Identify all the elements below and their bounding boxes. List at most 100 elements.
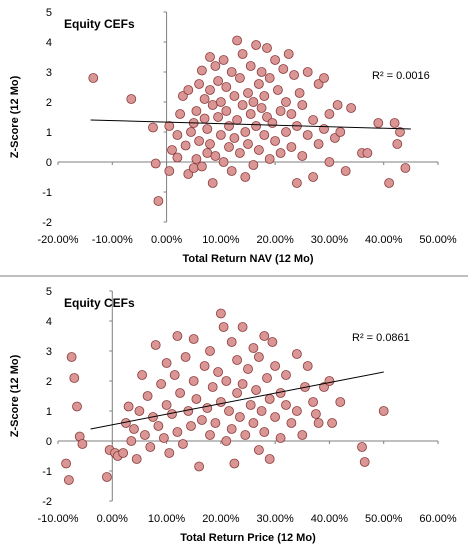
y-tick-label: 4 bbox=[46, 316, 52, 328]
data-point bbox=[359, 457, 370, 467]
data-point bbox=[64, 475, 74, 485]
data-point bbox=[210, 151, 221, 161]
data-point bbox=[253, 352, 264, 362]
y-tick-label: 1 bbox=[46, 406, 52, 418]
data-point bbox=[207, 100, 218, 110]
data-point bbox=[259, 331, 270, 341]
data-point bbox=[324, 376, 335, 386]
data-point bbox=[207, 382, 218, 392]
data-point bbox=[102, 472, 112, 482]
data-point bbox=[346, 103, 357, 113]
data-point bbox=[302, 67, 313, 77]
data-point bbox=[248, 418, 259, 428]
data-point bbox=[319, 124, 329, 134]
data-point bbox=[313, 418, 324, 428]
data-point bbox=[164, 121, 175, 131]
data-point bbox=[302, 361, 313, 371]
data-point bbox=[297, 100, 308, 110]
data-point bbox=[256, 103, 267, 113]
trendline bbox=[90, 371, 384, 430]
data-point bbox=[234, 148, 245, 158]
data-point bbox=[153, 421, 164, 431]
data-point bbox=[191, 154, 202, 164]
data-point bbox=[226, 166, 237, 176]
data-point bbox=[164, 448, 175, 458]
data-point bbox=[267, 118, 278, 128]
data-point bbox=[332, 100, 343, 110]
data-point bbox=[213, 76, 224, 86]
data-point bbox=[251, 385, 262, 395]
x-tick-label: -10.00% bbox=[38, 513, 79, 525]
data-point bbox=[335, 127, 346, 137]
data-point bbox=[395, 127, 405, 137]
y-tick-label: 5 bbox=[46, 286, 52, 298]
x-tick-label: 40.00% bbox=[365, 234, 403, 246]
data-point bbox=[199, 113, 210, 124]
data-point bbox=[400, 163, 411, 173]
data-point bbox=[218, 157, 229, 167]
data-point bbox=[191, 106, 202, 116]
data-point bbox=[221, 82, 232, 92]
data-point bbox=[232, 35, 243, 46]
data-point bbox=[126, 436, 137, 446]
data-point bbox=[302, 130, 313, 140]
data-point bbox=[134, 406, 145, 416]
data-point bbox=[243, 364, 253, 374]
data-point bbox=[224, 406, 234, 416]
data-point bbox=[221, 436, 232, 446]
data-point bbox=[224, 142, 234, 152]
data-point bbox=[251, 121, 262, 131]
data-point bbox=[215, 130, 226, 140]
data-point bbox=[281, 127, 291, 137]
data-point bbox=[319, 73, 329, 83]
data-point bbox=[172, 331, 183, 341]
data-point bbox=[291, 178, 302, 188]
data-point bbox=[61, 458, 71, 469]
data-point bbox=[264, 154, 275, 164]
data-point bbox=[262, 43, 272, 53]
data-point bbox=[272, 85, 283, 95]
y-tick-label: 3 bbox=[46, 346, 52, 358]
data-point bbox=[215, 308, 226, 319]
data-point bbox=[392, 139, 403, 149]
data-point bbox=[389, 118, 400, 128]
data-point bbox=[270, 136, 281, 146]
data-point bbox=[188, 163, 199, 173]
x-tick-label: 40.00% bbox=[311, 513, 349, 525]
data-point bbox=[218, 322, 229, 332]
x-tick-label: 10.00% bbox=[148, 513, 186, 525]
data-point bbox=[373, 118, 384, 128]
data-point bbox=[324, 109, 335, 119]
data-point bbox=[145, 442, 156, 452]
data-point bbox=[308, 172, 319, 182]
data-point bbox=[139, 430, 150, 440]
data-point bbox=[156, 379, 167, 389]
data-point bbox=[221, 376, 232, 386]
y-axis-title: Z-Score (12 Mo) bbox=[9, 75, 21, 158]
data-point bbox=[205, 346, 215, 356]
data-point bbox=[245, 61, 256, 71]
data-point bbox=[256, 67, 267, 77]
data-point bbox=[194, 136, 205, 146]
data-point bbox=[207, 178, 218, 188]
data-point bbox=[248, 97, 259, 107]
data-point bbox=[213, 367, 224, 377]
data-point bbox=[218, 55, 229, 65]
scatter-chart-1: -2 -1 0 1 2 3 4 5 -20.00% -10.00% 0.00% 10.00% 20.00… bbox=[9, 7, 457, 265]
x-tick-label: -20.00% bbox=[38, 234, 79, 246]
data-point bbox=[88, 73, 99, 83]
data-point bbox=[297, 151, 308, 161]
data-point bbox=[297, 430, 308, 440]
data-point bbox=[194, 461, 205, 472]
data-point bbox=[191, 394, 202, 404]
y-tick-label: 3 bbox=[46, 67, 52, 79]
data-point bbox=[234, 73, 245, 83]
y-axis-title: Z-Score (12 Mo) bbox=[9, 354, 21, 437]
data-point bbox=[199, 94, 210, 104]
x-tick-label: 50.00% bbox=[365, 513, 403, 525]
data-point bbox=[294, 88, 305, 98]
data-point bbox=[175, 109, 186, 119]
data-point bbox=[362, 148, 373, 158]
x-tick-label: 60.00% bbox=[419, 513, 457, 525]
